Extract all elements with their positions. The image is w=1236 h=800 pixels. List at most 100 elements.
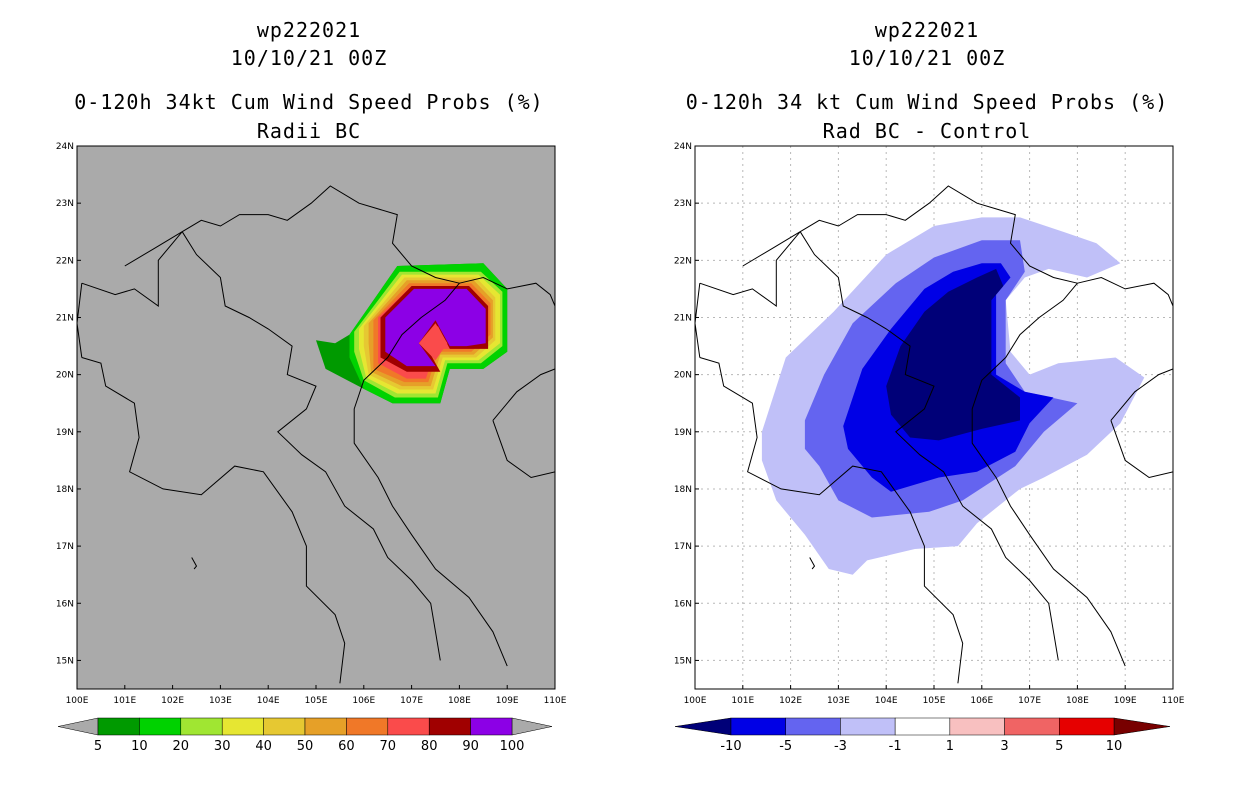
country-border [124,185,460,284]
colorbar-label: 1 [946,739,954,754]
colorbar-label: -1 [889,739,902,754]
colorbar-segment [221,717,264,736]
lat-tick-label: 24N [674,142,692,152]
country-border [81,357,346,684]
country-border [181,231,441,661]
country-border [1110,368,1173,479]
country-border [492,368,555,479]
colorbar-label: 30 [214,739,231,754]
country-border [191,557,198,570]
country-border [77,283,83,358]
lon-tick-label: 101E [113,696,136,706]
right-title-subtitle: Rad BC - Control [822,119,1032,143]
lat-tick-label: 21N [56,313,74,323]
left-probability-map: 100E 101E 102E 103E 104E 105E 106E 107E 108E 109E… [56,142,567,754]
right-difference-map: 100E 101E 102E 103E 104E 105E 106E 107E 108E 109E… [674,142,1185,754]
colorbar-segment [949,717,1005,736]
lon-tick-label: 109E [1114,696,1137,706]
lat-tick-label: 24N [56,142,74,152]
country-border [699,357,964,684]
lon-tick-label: 101E [731,696,754,706]
colorbar-segment [785,717,841,736]
lon-tick-label: 107E [1018,696,1041,706]
right-title-datetime: 10/10/21 00Z [848,46,1006,70]
lon-tick-label: 102E [161,696,184,706]
colorbar-label: 10 [1106,739,1123,754]
lat-tick-label: 18N [56,485,74,495]
colorbar-label: -10 [720,739,741,754]
lon-tick-label: 103E [827,696,850,706]
lat-tick-label: 23N [56,199,74,209]
lon-tick-label: 100E [684,696,707,706]
lon-tick-label: 100E [66,696,89,706]
lon-tick-label: 103E [209,696,232,706]
lat-tick-label: 19N [56,428,74,438]
lat-tick-label: 23N [674,199,692,209]
colorbar-segment [97,717,140,736]
colorbar-segment [1004,717,1060,736]
right-title-storm-id: wp222021 [874,18,980,42]
colorbar-label: 40 [255,739,272,754]
lon-tick-label: 109E [496,696,519,706]
colorbar-segment [387,717,430,736]
colorbar-left-arrow [57,717,99,736]
lon-tick-label: 102E [779,696,802,706]
lon-tick-label: 110E [1162,696,1185,706]
colorbar-segment [1059,717,1115,736]
lon-tick-label: 104E [875,696,898,706]
lat-tick-label: 15N [56,656,74,666]
right-panel: wp222021 10/10/21 00Z 0-120h 34 kt Cum W… [618,0,1236,800]
country-border [742,185,1078,284]
country-border [699,231,801,307]
colorbar-label: 100 [500,739,525,754]
lat-tick-label: 16N [56,599,74,609]
country-border [809,557,816,570]
colorbar-segment [346,717,389,736]
lat-tick-label: 17N [56,542,74,552]
lon-tick-label: 104E [257,696,280,706]
colorbar-label: 5 [94,739,102,754]
lon-tick-label: 108E [1066,696,1089,706]
country-border [695,283,701,358]
colorbar-segment [470,717,513,736]
country-border [799,231,1059,661]
colorbar-segment [263,717,306,736]
colorbar-label: -3 [834,739,847,754]
lon-tick-label: 106E [970,696,993,706]
lon-tick-label: 107E [400,696,423,706]
colorbar-label: 60 [338,739,355,754]
lat-tick-label: 19N [674,428,692,438]
colorbar-label: 5 [1055,739,1063,754]
colorbar-label: 20 [173,739,190,754]
country-border [971,282,1126,667]
left-title-datetime: 10/10/21 00Z [230,46,388,70]
map-background [77,146,555,689]
colorbar-segment [180,717,223,736]
lat-tick-label: 15N [674,656,692,666]
left-title-subtitle: Radii BC [256,119,362,143]
colorbar-left-arrow [674,717,732,736]
colorbar-label: -5 [779,739,792,754]
lon-tick-label: 106E [352,696,375,706]
left-title-product: 0-120h 34kt Cum Wind Speed Probs (%) [74,90,544,114]
colorbar-segment [139,717,182,736]
colorbar-right-arrow [1113,717,1171,736]
lat-tick-label: 22N [674,256,692,266]
lat-tick-label: 22N [56,256,74,266]
left-panel: wp222021 10/10/21 00Z 0-120h 34kt Cum Wi… [56,18,567,754]
colorbar-segment [428,717,471,736]
right-title-product: 0-120h 34 kt Cum Wind Speed Probs (%) [685,90,1169,114]
country-border [459,276,555,307]
colorbar-label: 70 [380,739,397,754]
colorbar-segment [304,717,347,736]
colorbar-label: 90 [462,739,479,754]
colorbar-label: 50 [297,739,314,754]
lon-tick-label: 108E [448,696,471,706]
contour-level-80 [418,323,448,361]
colorbar-label: 80 [421,739,438,754]
lon-tick-label: 105E [305,696,328,706]
colorbar-segment [894,717,951,736]
country-border [353,282,508,667]
lat-tick-label: 17N [674,542,692,552]
lat-tick-label: 18N [674,485,692,495]
